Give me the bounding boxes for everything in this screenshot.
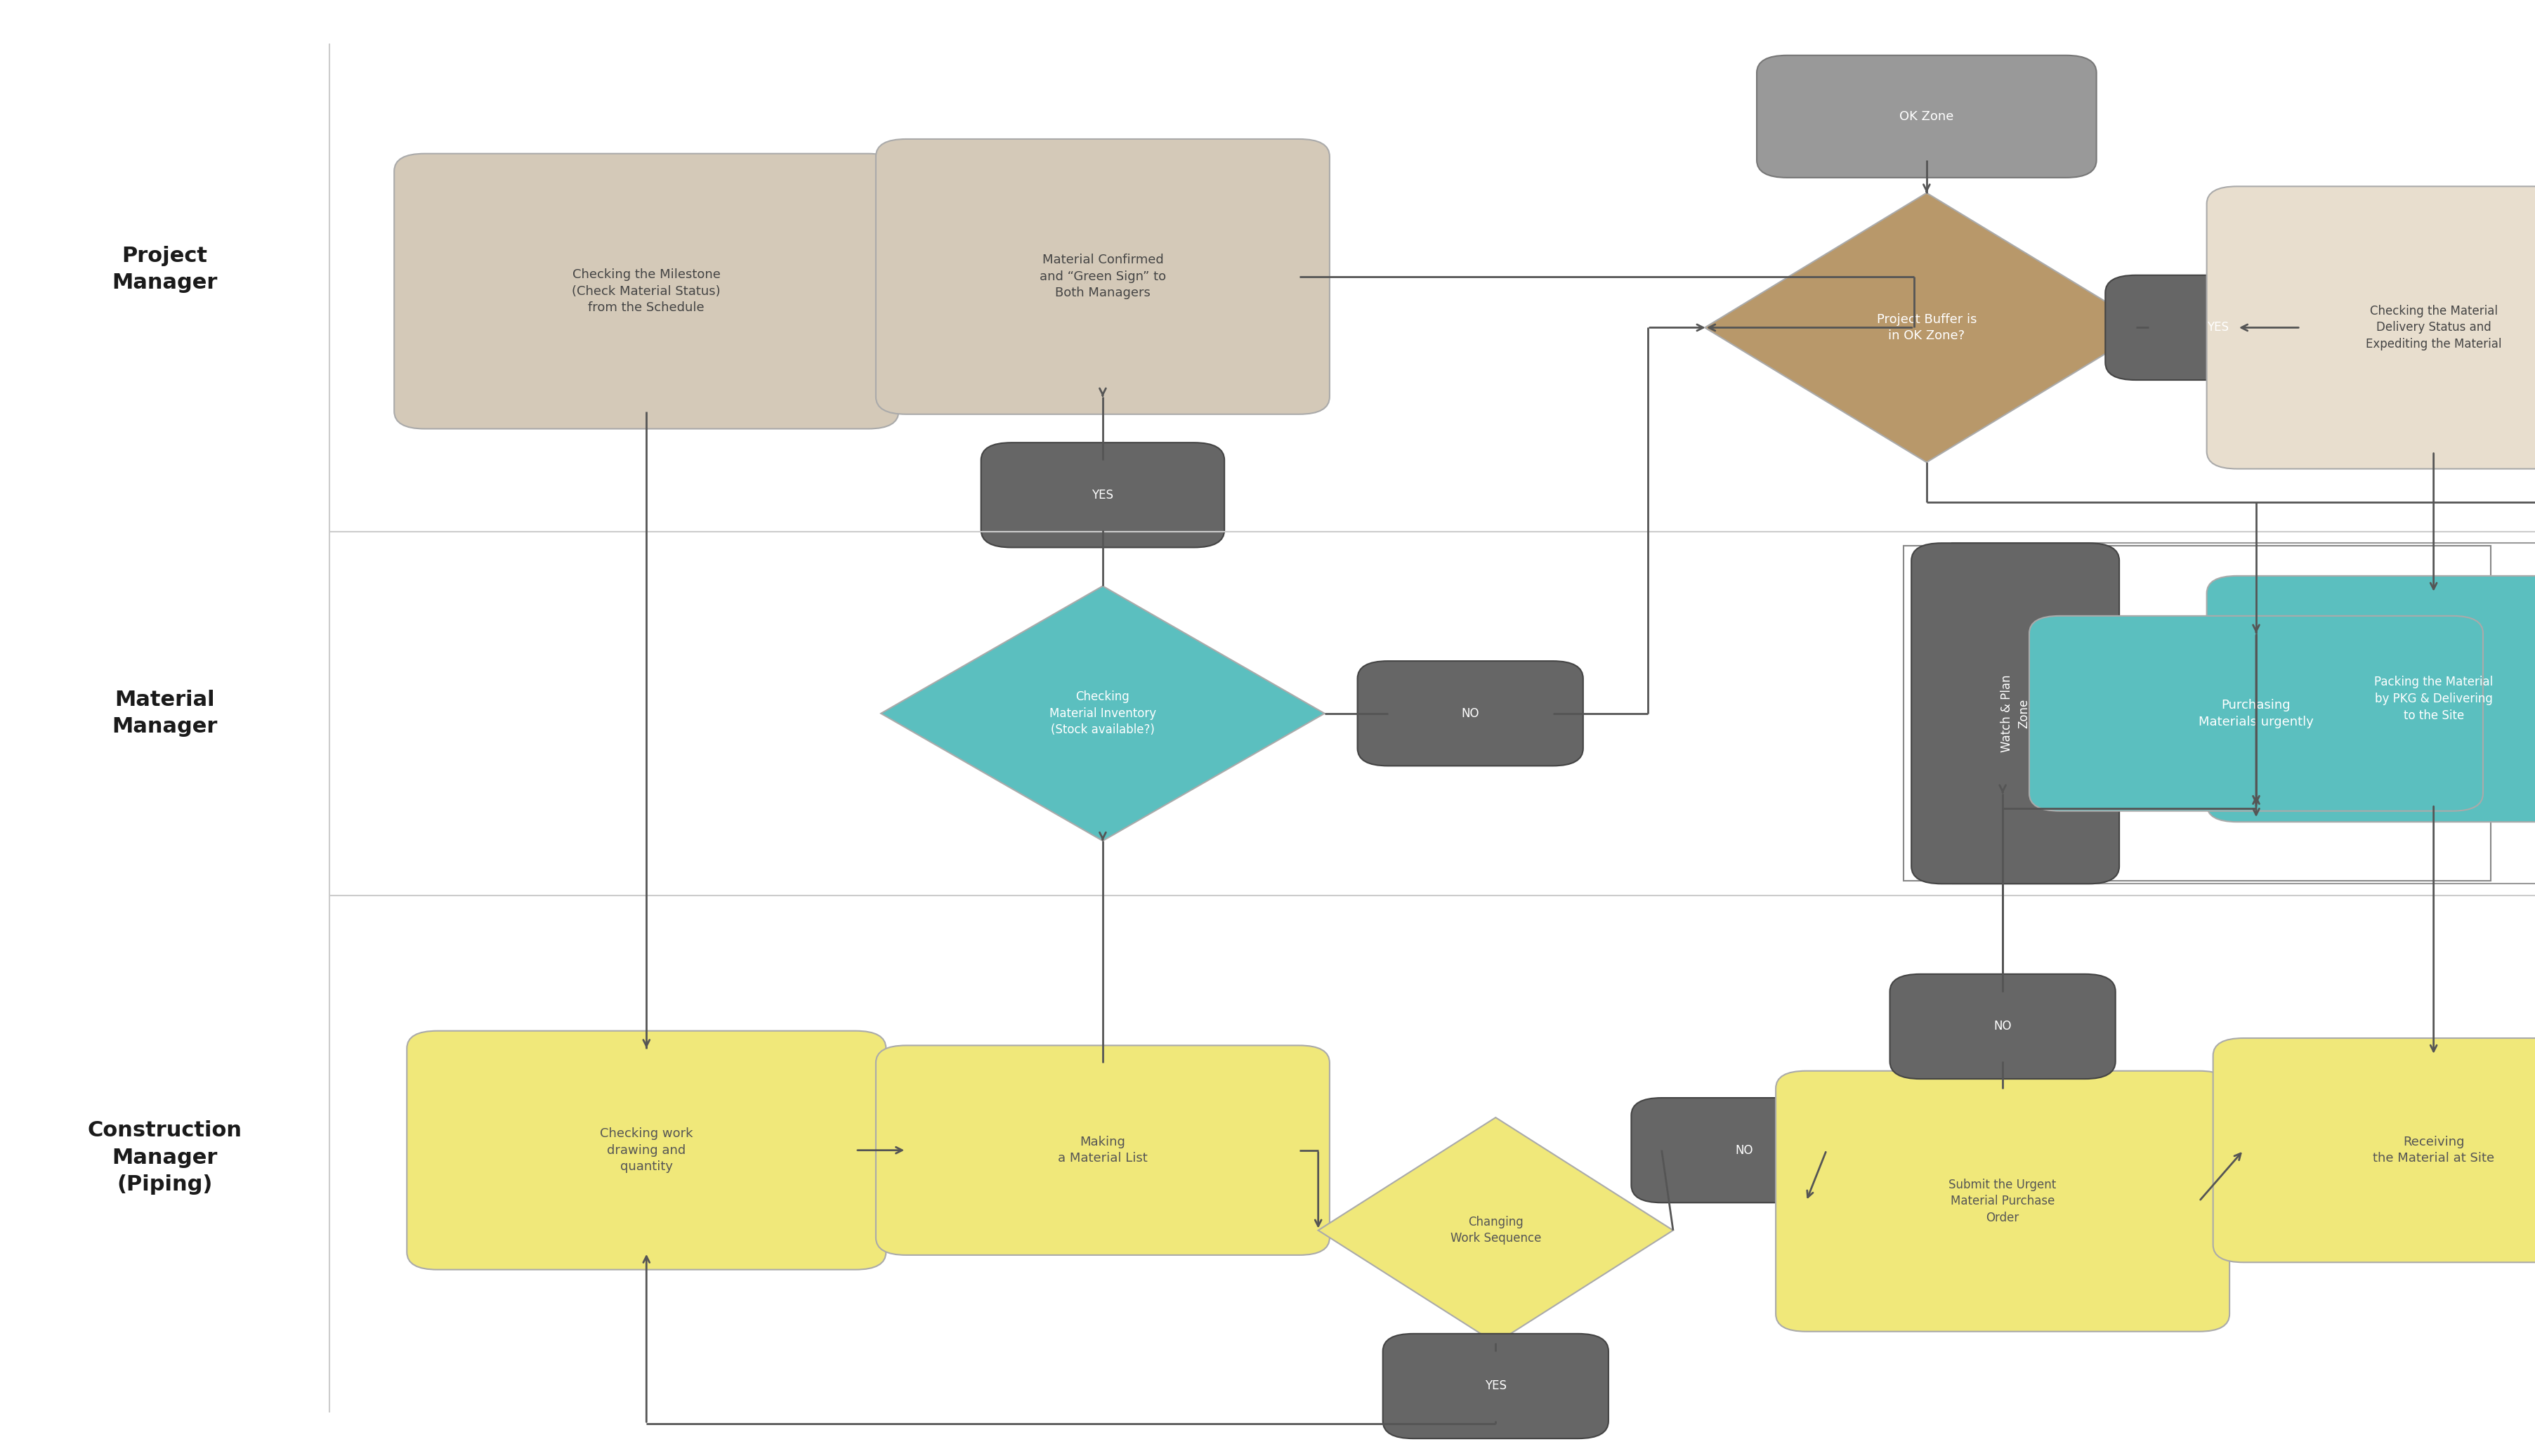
- Polygon shape: [1704, 192, 2150, 463]
- Polygon shape: [882, 585, 1323, 842]
- Text: Checking
Material Inventory
(Stock available?): Checking Material Inventory (Stock avail…: [1049, 690, 1156, 737]
- Text: Checking the Milestone
(Check Material Status)
from the Schedule: Checking the Milestone (Check Material S…: [573, 268, 720, 314]
- FancyBboxPatch shape: [2205, 186, 2535, 469]
- FancyBboxPatch shape: [2213, 1038, 2535, 1262]
- Text: NO: NO: [1460, 708, 1480, 719]
- Text: Changing
Work Sequence: Changing Work Sequence: [1450, 1216, 1541, 1245]
- FancyBboxPatch shape: [395, 153, 900, 428]
- FancyBboxPatch shape: [1633, 1098, 1856, 1203]
- Text: YES: YES: [1093, 489, 1113, 501]
- Text: Material Confirmed
and “Green Sign” to
Both Managers: Material Confirmed and “Green Sign” to B…: [1039, 253, 1166, 300]
- Text: NO: NO: [1734, 1144, 1754, 1156]
- FancyBboxPatch shape: [2028, 616, 2484, 811]
- Text: Checking the Material
Delivery Status and
Expediting the Material: Checking the Material Delivery Status an…: [2365, 304, 2502, 351]
- Text: Checking work
drawing and
quantity: Checking work drawing and quantity: [601, 1127, 692, 1174]
- FancyBboxPatch shape: [1359, 661, 1582, 766]
- Text: Receiving
the Material at Site: Receiving the Material at Site: [2373, 1136, 2494, 1165]
- Text: Purchasing
Materials urgently: Purchasing Materials urgently: [2198, 699, 2314, 728]
- Text: Packing the Material
by PKG & Delivering
to the Site: Packing the Material by PKG & Delivering…: [2375, 676, 2492, 722]
- FancyBboxPatch shape: [877, 138, 1328, 414]
- FancyBboxPatch shape: [877, 1045, 1328, 1255]
- Bar: [1904, 546, 2489, 881]
- Text: Making
a Material List: Making a Material List: [1057, 1136, 1148, 1165]
- Polygon shape: [1318, 1118, 1673, 1342]
- Text: NO: NO: [1993, 1021, 2013, 1032]
- Text: Watch & Plan
Zone: Watch & Plan Zone: [2000, 674, 2031, 753]
- FancyBboxPatch shape: [406, 1031, 887, 1270]
- Text: YES: YES: [2208, 322, 2228, 333]
- FancyBboxPatch shape: [1891, 974, 2114, 1079]
- Bar: [1952, 543, 2535, 884]
- FancyBboxPatch shape: [1911, 543, 2119, 884]
- FancyBboxPatch shape: [2104, 275, 2332, 380]
- FancyBboxPatch shape: [2205, 575, 2535, 821]
- Text: Project
Manager: Project Manager: [112, 246, 218, 293]
- Text: Submit the Urgent
Material Purchase
Order: Submit the Urgent Material Purchase Orde…: [1949, 1178, 2056, 1224]
- Text: YES: YES: [1486, 1380, 1506, 1392]
- Text: Project Buffer is
in OK Zone?: Project Buffer is in OK Zone?: [1876, 313, 1977, 342]
- FancyBboxPatch shape: [981, 443, 1224, 547]
- Text: OK Zone: OK Zone: [1899, 111, 1954, 122]
- Text: Construction
Manager
(Piping): Construction Manager (Piping): [89, 1121, 241, 1194]
- FancyBboxPatch shape: [1774, 1072, 2231, 1331]
- FancyBboxPatch shape: [1384, 1334, 1607, 1439]
- Text: Material
Manager: Material Manager: [112, 690, 218, 737]
- FancyBboxPatch shape: [1757, 55, 2096, 178]
